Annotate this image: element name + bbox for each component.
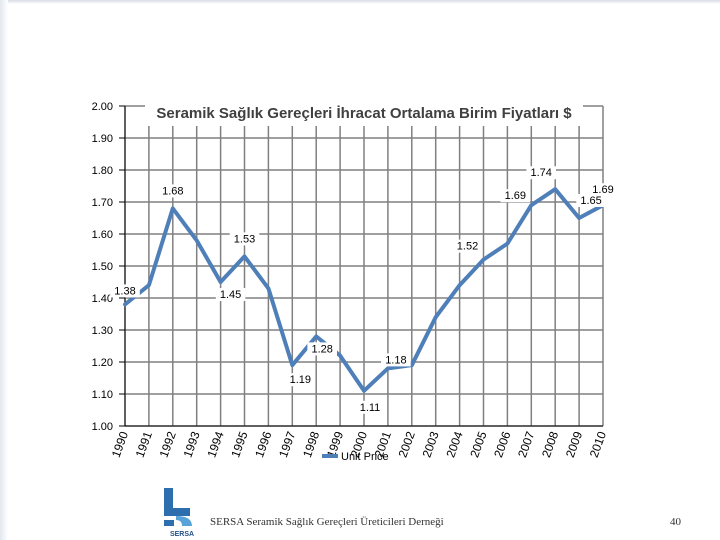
legend: Unit Price xyxy=(322,451,389,463)
y-tick-label: 1.50 xyxy=(92,261,113,273)
data-label: 1.28 xyxy=(311,343,332,355)
data-label-backdrop xyxy=(576,194,606,207)
x-tick-label: 1990 xyxy=(109,429,131,459)
data-label-backdrop xyxy=(526,166,556,180)
x-tick-label: 2004 xyxy=(443,429,465,459)
x-tick-label: 2006 xyxy=(491,429,513,459)
data-label-backdrop xyxy=(355,400,385,414)
x-tick-label: 1998 xyxy=(300,429,322,459)
y-tick-label: 1.00 xyxy=(92,421,113,433)
y-tick-label: 1.70 xyxy=(92,197,113,209)
data-label: 1.68 xyxy=(162,185,183,197)
y-tick-label: 1.60 xyxy=(92,229,113,241)
data-label-backdrop xyxy=(500,189,531,203)
data-labels: 1.38 1.68 1.45 1.53 1.19 1.28 1.11 1.18 1.52 1.69… xyxy=(110,166,618,414)
data-label: 1.45 xyxy=(220,289,241,301)
y-tick-label: 2.00 xyxy=(92,101,113,113)
x-tick-label: 2002 xyxy=(396,429,418,459)
data-label-backdrop xyxy=(215,288,246,301)
data-label-backdrop xyxy=(158,184,188,198)
data-label-backdrop xyxy=(229,232,260,246)
series-line-unit-price xyxy=(123,187,605,393)
x-tick-label: 2007 xyxy=(515,429,537,459)
legend-label: Unit Price xyxy=(341,451,389,463)
data-label-backdrop xyxy=(307,342,337,356)
x-tick-label: 2009 xyxy=(563,429,585,459)
data-label: 1.65 xyxy=(580,195,601,207)
x-tick-label: 1997 xyxy=(276,429,298,459)
data-label: 1.19 xyxy=(290,374,311,386)
grid-lines xyxy=(124,105,604,427)
x-tick-label: 1996 xyxy=(252,429,274,459)
x-tick-label: 1993 xyxy=(180,429,202,459)
data-label: 1.69 xyxy=(505,190,526,202)
x-tick-label: 1995 xyxy=(228,429,250,459)
x-tick-label: 1991 xyxy=(133,429,155,459)
x-tick-label: 2010 xyxy=(587,429,609,459)
x-tick-label: 2003 xyxy=(419,429,441,459)
slide-top-border xyxy=(0,0,720,4)
y-axis-ticks: 1.00 1.10 1.20 1.30 1.40 1.50 1.60 1.70 1.80 1.90… xyxy=(92,101,125,433)
data-label-backdrop xyxy=(381,353,411,367)
unit-price-line-chart: 1.00 1.10 1.20 1.30 1.40 1.50 1.60 1.70 1.80 1.90… xyxy=(91,100,618,463)
y-tick-label: 1.40 xyxy=(92,293,113,305)
sersa-logo: SERSA xyxy=(164,488,194,538)
y-tick-label: 1.90 xyxy=(92,133,113,145)
data-label-backdrop xyxy=(452,239,483,253)
data-label: 1.52 xyxy=(457,241,478,253)
footer-organization: SERSA Seramik Sağlık Gereçleri Üreticile… xyxy=(210,516,444,528)
x-tick-label: 2008 xyxy=(539,429,561,459)
data-label: 1.18 xyxy=(385,354,406,366)
x-tick-label: 1992 xyxy=(157,429,179,459)
slide-left-border xyxy=(0,0,8,540)
title-backdrop xyxy=(145,100,583,126)
chart-title: Seramik Sağlık Gereçleri İhracat Ortalam… xyxy=(156,105,572,122)
y-tick-label: 1.30 xyxy=(92,325,113,337)
x-tick-label: 2005 xyxy=(467,429,489,459)
data-label: 1.69 xyxy=(592,184,613,196)
y-tick-label: 1.20 xyxy=(92,357,113,369)
data-label: 1.11 xyxy=(360,402,381,414)
data-label-backdrop xyxy=(588,183,618,197)
y-tick-label: 1.10 xyxy=(92,389,113,401)
data-label: 1.53 xyxy=(234,233,255,245)
logo-text: SERSA xyxy=(170,531,194,538)
x-tick-label: 1994 xyxy=(204,429,226,459)
y-tick-label: 1.80 xyxy=(92,165,113,177)
data-label-backdrop xyxy=(110,284,140,298)
page-number: 40 xyxy=(670,516,681,528)
data-label-backdrop xyxy=(285,373,316,387)
data-label: 1.38 xyxy=(114,285,135,297)
data-label: 1.74 xyxy=(530,167,551,179)
